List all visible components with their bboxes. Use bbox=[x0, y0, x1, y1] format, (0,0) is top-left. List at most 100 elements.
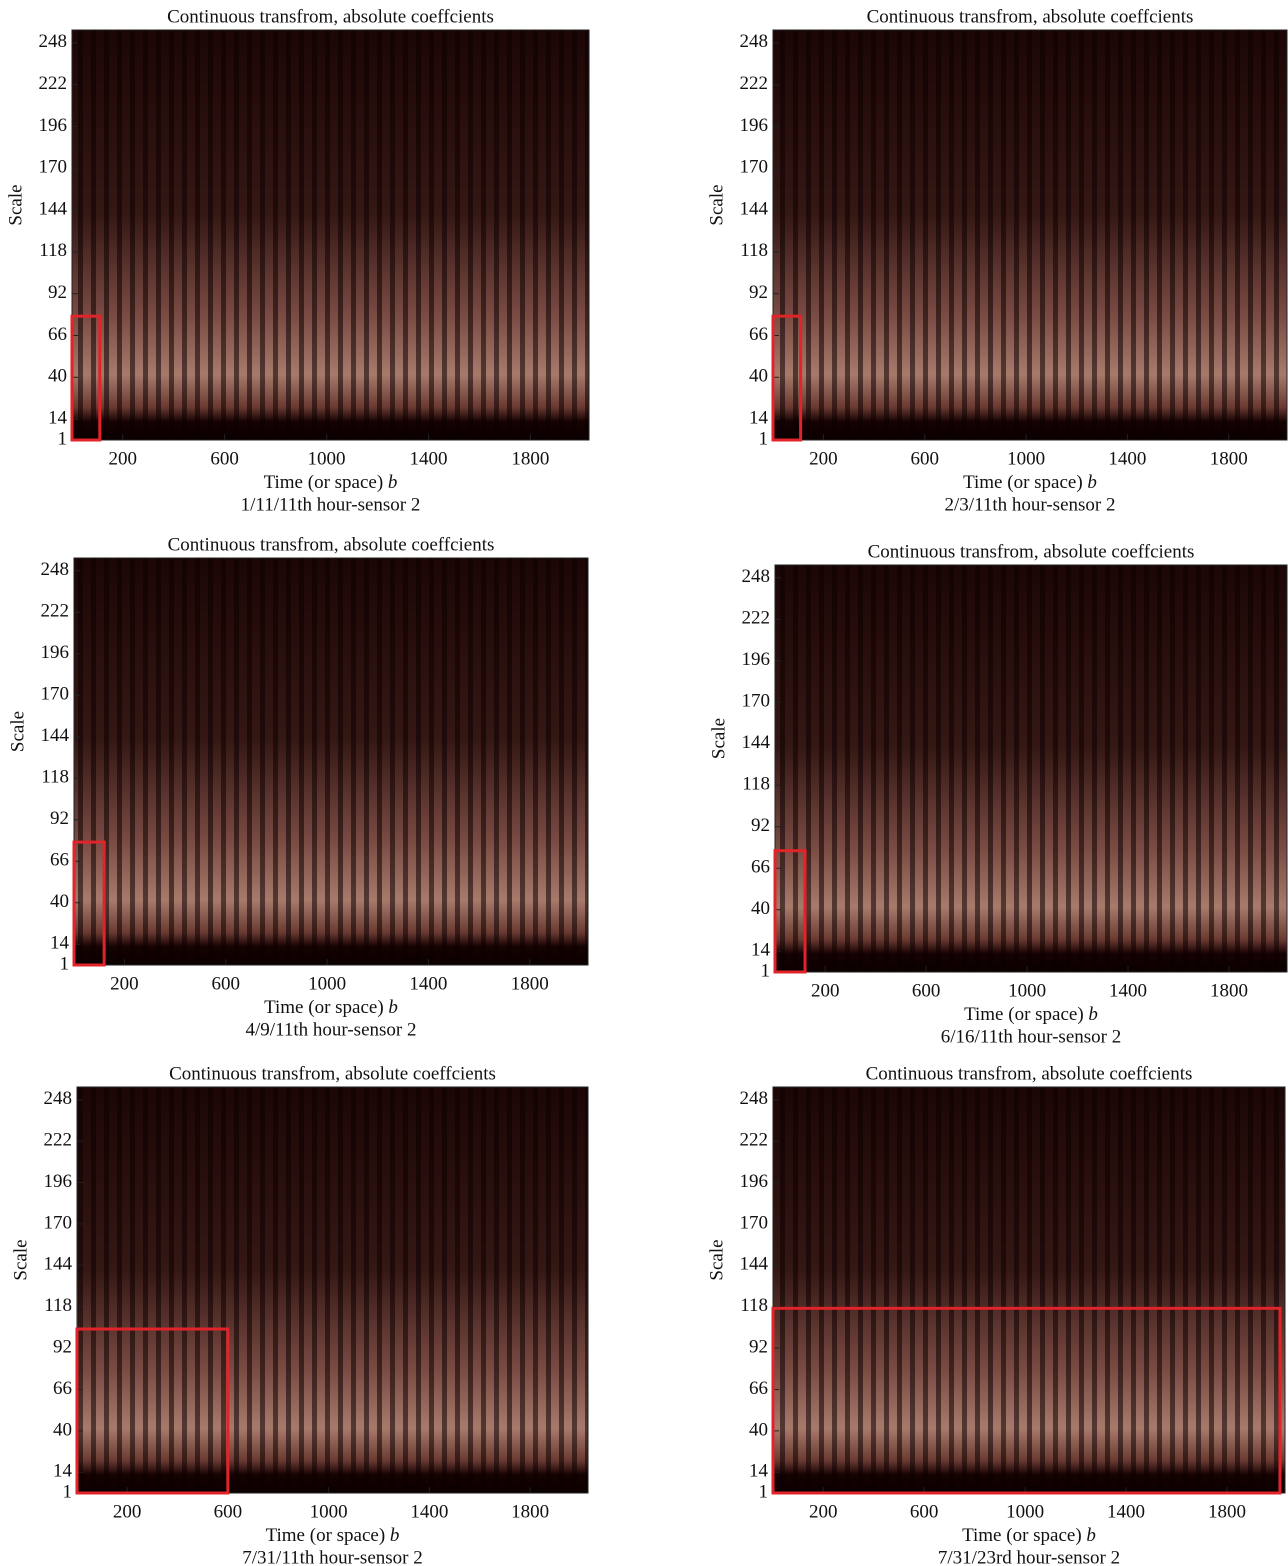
y-tick-label: 40 bbox=[48, 366, 67, 387]
y-tick-label: 14 bbox=[751, 940, 771, 961]
y-tick-label: 1 bbox=[759, 428, 769, 449]
y-tick-label: 196 bbox=[740, 1171, 769, 1192]
y-tick-label: 170 bbox=[740, 1212, 769, 1233]
y-axis-label: Scale bbox=[706, 1239, 727, 1280]
x-tick-label: 1400 bbox=[1107, 1501, 1145, 1522]
x-tick-label: 200 bbox=[110, 973, 139, 994]
y-tick-label: 196 bbox=[41, 642, 70, 663]
x-axis-label: Time (or space) b bbox=[964, 1004, 1098, 1025]
x-tick-label: 1000 bbox=[310, 1501, 348, 1522]
y-tick-label: 66 bbox=[749, 1378, 768, 1399]
y-tick-label: 170 bbox=[41, 684, 70, 705]
y-tick-label: 248 bbox=[41, 559, 70, 580]
plot-frame bbox=[772, 29, 1288, 441]
chart-subtitle: 4/9/11th hour-sensor 2 bbox=[246, 1019, 417, 1040]
chart-title: Continuous transfrom, absolute coeffcien… bbox=[868, 541, 1195, 562]
plot-frame bbox=[76, 1086, 589, 1494]
highlight-box bbox=[771, 314, 803, 442]
x-tick-label: 200 bbox=[809, 448, 838, 469]
chart-title: Continuous transfrom, absolute coeffcien… bbox=[169, 1063, 496, 1084]
y-tick-label: 92 bbox=[749, 282, 768, 303]
y-tick-label: 196 bbox=[742, 649, 771, 670]
y-tick-label: 92 bbox=[53, 1336, 72, 1357]
y-tick-label: 222 bbox=[39, 73, 68, 94]
x-tick-label: 600 bbox=[214, 1501, 243, 1522]
x-axis-label: Time (or space) b bbox=[266, 1525, 400, 1546]
y-tick-label: 118 bbox=[39, 240, 67, 261]
plot-frame bbox=[73, 557, 589, 966]
y-tick-label: 248 bbox=[740, 1088, 769, 1109]
highlight-box bbox=[773, 849, 807, 974]
chart-subtitle: 7/31/23rd hour-sensor 2 bbox=[938, 1547, 1120, 1566]
chart-title: Continuous transfrom, absolute coeffcien… bbox=[168, 534, 495, 555]
heatmap-texture bbox=[77, 1087, 588, 1493]
y-tick-label: 1 bbox=[63, 1481, 73, 1502]
y-tick-label: 170 bbox=[44, 1212, 73, 1233]
x-tick-label: 1400 bbox=[1109, 980, 1147, 1001]
x-axis-label-variable: b bbox=[1087, 472, 1097, 493]
x-tick-label: 1000 bbox=[308, 973, 346, 994]
x-tick-label: 1400 bbox=[1108, 448, 1146, 469]
chart-subtitle: 1/11/11th hour-sensor 2 bbox=[241, 494, 421, 515]
y-tick-label: 66 bbox=[48, 324, 67, 345]
y-tick-label: 92 bbox=[48, 282, 67, 303]
x-tick-label: 200 bbox=[113, 1501, 142, 1522]
x-axis-label-text: Time (or space) bbox=[963, 472, 1087, 493]
y-tick-label: 222 bbox=[740, 1129, 769, 1150]
chart-subtitle: 2/3/11th hour-sensor 2 bbox=[945, 494, 1116, 515]
y-tick-label: 14 bbox=[53, 1461, 73, 1482]
y-tick-label: 222 bbox=[44, 1129, 73, 1150]
y-tick-label: 144 bbox=[41, 725, 70, 746]
x-tick-label: 1800 bbox=[1210, 980, 1248, 1001]
x-tick-label: 1000 bbox=[1008, 980, 1046, 1001]
y-tick-label: 92 bbox=[749, 1336, 768, 1357]
highlight-box bbox=[771, 1306, 1282, 1495]
y-axis-label: Scale bbox=[706, 184, 727, 225]
y-tick-label: 14 bbox=[749, 1461, 769, 1482]
x-tick-label: 1800 bbox=[1208, 1501, 1246, 1522]
x-axis-label-text: Time (or space) bbox=[264, 997, 388, 1018]
highlight-box bbox=[72, 840, 106, 967]
x-axis-label-variable: b bbox=[390, 1525, 400, 1546]
x-tick-label: 1800 bbox=[511, 973, 549, 994]
y-axis-label: Scale bbox=[7, 711, 28, 752]
x-tick-label: 600 bbox=[912, 980, 941, 1001]
x-axis-label-variable: b bbox=[1088, 1004, 1098, 1025]
y-tick-label: 222 bbox=[41, 601, 70, 622]
chart-title: Continuous transfrom, absolute coeffcien… bbox=[167, 6, 494, 27]
y-axis-label: Scale bbox=[10, 1239, 31, 1280]
y-tick-label: 40 bbox=[50, 891, 69, 912]
y-tick-label: 40 bbox=[749, 366, 768, 387]
x-tick-label: 1000 bbox=[1007, 448, 1045, 469]
x-axis-label-text: Time (or space) bbox=[264, 472, 388, 493]
y-tick-label: 118 bbox=[740, 240, 768, 261]
x-tick-label: 600 bbox=[910, 448, 939, 469]
y-tick-label: 14 bbox=[749, 407, 769, 428]
y-tick-label: 248 bbox=[39, 31, 68, 52]
y-tick-label: 144 bbox=[39, 198, 68, 219]
x-axis-label: Time (or space) b bbox=[264, 472, 398, 493]
y-tick-label: 144 bbox=[740, 1254, 769, 1275]
x-tick-label: 1800 bbox=[1210, 448, 1248, 469]
y-tick-label: 196 bbox=[740, 115, 769, 136]
y-tick-label: 14 bbox=[50, 933, 70, 954]
x-tick-label: 1000 bbox=[308, 448, 346, 469]
x-axis-label-text: Time (or space) bbox=[964, 1004, 1088, 1025]
x-axis-label: Time (or space) b bbox=[962, 1525, 1096, 1546]
x-axis-label-variable: b bbox=[1086, 1525, 1096, 1546]
y-tick-label: 1 bbox=[58, 428, 68, 449]
chart-subtitle: 7/31/11th hour-sensor 2 bbox=[242, 1547, 422, 1566]
heatmap-texture bbox=[773, 1087, 1285, 1493]
y-axis-label: Scale bbox=[5, 184, 26, 225]
y-tick-label: 222 bbox=[740, 73, 769, 94]
x-tick-label: 1800 bbox=[511, 448, 549, 469]
y-tick-label: 14 bbox=[48, 407, 68, 428]
y-tick-label: 170 bbox=[742, 691, 771, 712]
y-tick-label: 144 bbox=[740, 198, 769, 219]
x-tick-label: 600 bbox=[210, 448, 239, 469]
plot-frame bbox=[774, 564, 1288, 973]
heatmap-texture bbox=[74, 558, 588, 965]
heatmap-texture bbox=[72, 30, 589, 440]
